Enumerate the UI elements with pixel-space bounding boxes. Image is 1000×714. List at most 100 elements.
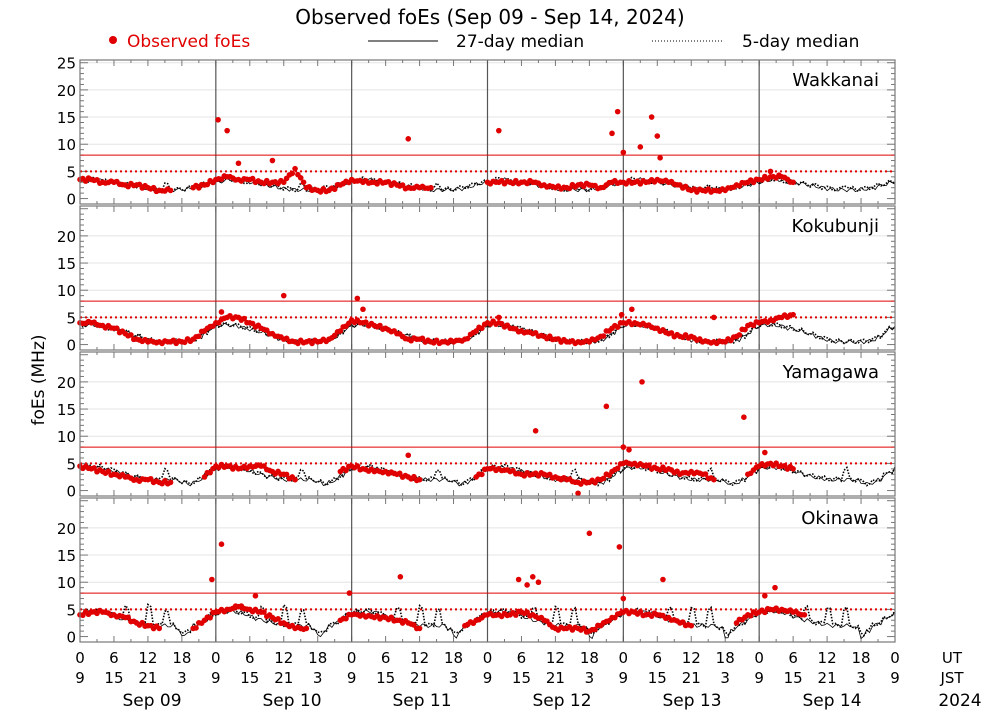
observed-point-outlier: [575, 490, 581, 497]
observed-point-outlier: [496, 127, 502, 134]
observed-point-outlier: [209, 576, 215, 583]
y-tick-label: 10: [57, 574, 76, 592]
observed-point-outlier: [660, 576, 666, 583]
observed-point: [742, 326, 748, 333]
observed-point-outlier: [515, 576, 522, 583]
observed-point: [331, 186, 338, 193]
observed-point-outlier: [496, 314, 502, 321]
observed-point-outlier: [618, 311, 625, 318]
observed-point: [479, 325, 485, 332]
y-tick-label: 25: [57, 55, 76, 73]
legend-median27-label: 27-day median: [456, 32, 584, 52]
observed-point: [688, 622, 695, 629]
observed-point-outlier: [616, 544, 623, 550]
observed-point-outlier: [280, 292, 287, 299]
observed-point-outlier: [532, 427, 539, 434]
observed-point-outlier: [252, 593, 259, 599]
observed-point: [207, 614, 213, 621]
y-tick-label: 10: [57, 282, 76, 300]
y-tick-label: 0: [66, 629, 76, 647]
jst-tick-label: 21: [274, 669, 293, 687]
jst-tick-label: 15: [104, 669, 123, 687]
observed-point: [292, 476, 298, 483]
date-label: Sep 14: [802, 691, 861, 711]
ut-tick-label: 12: [818, 649, 837, 667]
y-tick-label: 0: [66, 483, 76, 501]
observed-point-outlier: [535, 579, 542, 586]
ut-tick-label: 12: [546, 649, 565, 667]
panel-frame: [79, 205, 896, 351]
observed-point: [614, 324, 621, 330]
observed-point: [207, 469, 213, 476]
y-tick-label: 20: [57, 374, 76, 392]
observed-point-outlier: [224, 127, 230, 134]
observed-point-outlier: [767, 168, 774, 175]
ut-tick-label: 0: [347, 649, 357, 667]
jst-tick-label: 15: [240, 669, 259, 687]
ut-tick-label: 6: [517, 649, 527, 667]
ut-tick-label: 12: [138, 649, 157, 667]
station-name: Okinawa: [801, 508, 879, 529]
y-tick-label: 15: [57, 401, 76, 419]
observed-point: [790, 179, 796, 186]
observed-point-outlier: [762, 449, 768, 456]
y-tick-label: 15: [57, 109, 76, 127]
jst-tick-label: 9: [347, 669, 357, 687]
observed-point: [303, 625, 310, 632]
ut-tick-label: 6: [788, 649, 798, 667]
observed-point: [204, 181, 211, 188]
legend-median5-label: 5-day median: [742, 32, 859, 52]
jst-tick-label: 15: [512, 669, 531, 687]
panel-frame: [79, 59, 896, 205]
panel-okinawa: 0 5 10 15 20 Okinawa: [57, 497, 896, 647]
ut-tick-label: 6: [653, 649, 663, 667]
ut-tick-label: 18: [580, 649, 599, 667]
ut-tick-label: 18: [308, 649, 327, 667]
y-tick-label: 0: [66, 191, 76, 209]
observed-point-outlier: [711, 314, 717, 321]
jst-tick-label: 9: [619, 669, 629, 687]
observed-point-outlier: [218, 541, 225, 547]
y-tick-label: 5: [66, 309, 76, 327]
observed-point-outlier: [354, 295, 361, 302]
observed-point: [614, 465, 621, 472]
observed-point: [790, 466, 796, 472]
observed-point: [416, 625, 423, 632]
ut-tick-label: 12: [410, 649, 429, 667]
observed-point-outlier: [614, 108, 621, 115]
observed-point: [479, 471, 485, 478]
ut-tick-label: 0: [754, 649, 764, 667]
observed-point: [275, 616, 281, 622]
observed-point: [241, 315, 247, 322]
jst-tick-label: 3: [449, 669, 459, 687]
y-tick-label: 10: [57, 136, 76, 154]
observed-point: [292, 165, 298, 172]
observed-point: [196, 333, 202, 340]
jst-tick-label: 21: [546, 669, 565, 687]
observed-point-outlier: [762, 593, 768, 599]
observed-point-outlier: [741, 414, 747, 421]
y-tick-label: 5: [66, 455, 76, 473]
jst-tick-label: 9: [75, 669, 85, 687]
jst-tick-label: 9: [211, 669, 221, 687]
y-tick-label: 5: [66, 601, 76, 619]
legend-observed-label: Observed foEs: [127, 32, 250, 52]
observed-point-outlier: [346, 590, 353, 596]
y-axis-label: foEs (MHz): [29, 334, 49, 425]
station-name: Wakkanai: [792, 70, 879, 91]
year-label: 2024: [938, 691, 981, 711]
observed-point: [600, 475, 607, 482]
panel-frame: [79, 497, 896, 643]
observed-point: [711, 476, 717, 483]
date-label: Sep 09: [122, 691, 181, 711]
observed-point: [343, 467, 349, 474]
station-name: Yamagawa: [782, 362, 879, 383]
ut-tick-label: 0: [75, 649, 85, 667]
observed-point-outlier: [620, 595, 627, 602]
jst-tick-label: 21: [682, 669, 701, 687]
observed-point: [428, 184, 434, 191]
ut-tick-label: 0: [890, 649, 900, 667]
observed-point-outlier: [405, 452, 412, 459]
observed-point-outlier: [524, 582, 530, 588]
